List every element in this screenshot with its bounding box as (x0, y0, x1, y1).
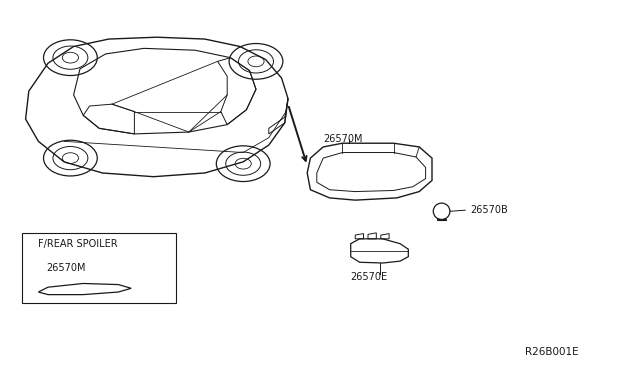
Text: 26570E: 26570E (351, 272, 388, 282)
Text: 26570M: 26570M (323, 135, 363, 144)
Text: F/REAR SPOILER: F/REAR SPOILER (38, 239, 118, 248)
Text: R26B001E: R26B001E (525, 347, 579, 356)
Text: 26570B: 26570B (470, 205, 508, 215)
Text: 26570M: 26570M (46, 263, 86, 273)
Bar (22, 232, 176, 303)
